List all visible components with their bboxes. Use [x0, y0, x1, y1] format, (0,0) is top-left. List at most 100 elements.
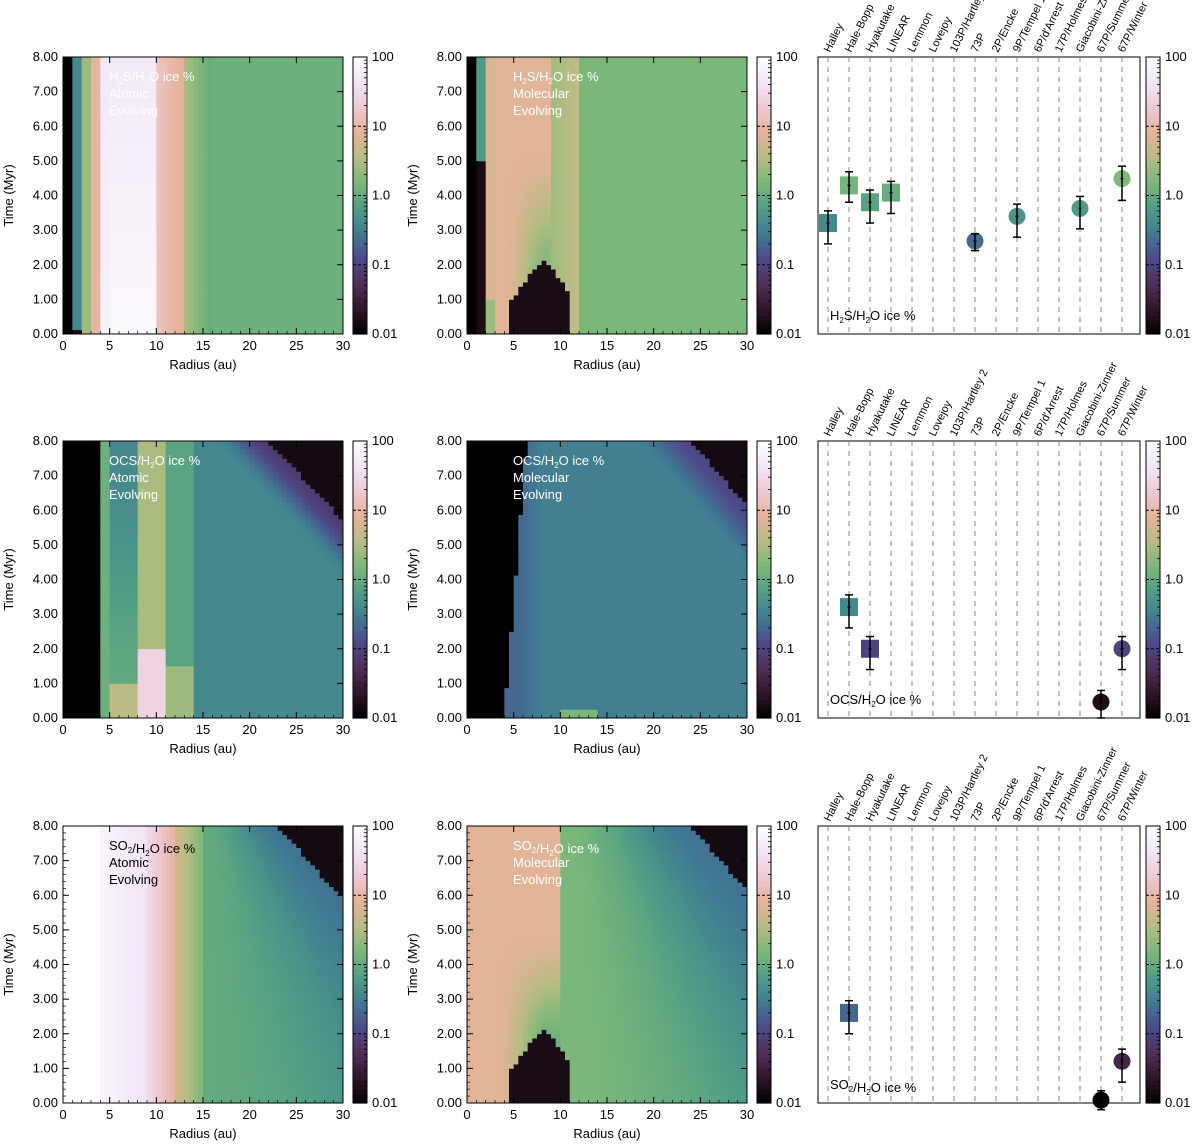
heatmap-cell	[226, 291, 231, 296]
heatmap-cell	[77, 304, 82, 309]
heatmap-cell	[245, 308, 250, 313]
heatmap-cell	[212, 230, 217, 235]
heatmap-cell	[128, 304, 133, 309]
heatmap-cell	[226, 299, 231, 304]
heatmap-cell	[320, 291, 325, 296]
heatmap-cell	[296, 286, 301, 291]
heatmap-cell	[287, 299, 292, 304]
heatmap-cell	[208, 256, 213, 261]
heatmap-cell	[226, 239, 231, 244]
heatmap-cell	[222, 308, 227, 313]
heatmap-cell	[63, 221, 68, 226]
heatmap-cell	[128, 247, 133, 252]
heatmap-cell	[259, 256, 264, 261]
heatmap-cell	[264, 247, 269, 252]
heatmap-cell	[194, 226, 199, 231]
heatmap-cell	[142, 221, 147, 226]
heatmap-cell	[161, 260, 166, 265]
heatmap-cell	[128, 256, 133, 261]
heatmap-cell	[86, 312, 91, 317]
heatmap-cell	[161, 226, 166, 231]
heatmap-cell	[189, 265, 194, 270]
heatmap-cell	[100, 321, 105, 326]
heatmap-cell	[245, 269, 250, 274]
heatmap-cell	[105, 308, 110, 313]
heatmap-cell	[226, 304, 231, 309]
heatmap-cell	[324, 278, 329, 283]
heatmap-cell	[142, 321, 147, 326]
heatmap-cell	[96, 226, 101, 231]
heatmap-cell	[77, 265, 82, 270]
heatmap-cell	[264, 317, 269, 322]
heatmap-cell	[184, 269, 189, 274]
heatmap-cell	[180, 282, 185, 287]
heatmap-cell	[296, 260, 301, 265]
heatmap-cell	[170, 321, 175, 326]
heatmap-cell	[259, 317, 264, 322]
heatmap-cell	[72, 226, 77, 231]
heatmap-cell	[110, 282, 115, 287]
heatmap-cell	[184, 260, 189, 265]
heatmap-cell	[198, 317, 203, 322]
heatmap-cell	[166, 282, 171, 287]
heatmap-cell	[77, 243, 82, 248]
heatmap-cell	[222, 312, 227, 317]
heatmap-cell	[264, 256, 269, 261]
heatmap-cell	[240, 325, 245, 330]
heatmap-cell	[114, 291, 119, 296]
heatmap-cell	[273, 239, 278, 244]
heatmap-cell	[240, 273, 245, 278]
heatmap-cell	[259, 252, 264, 257]
heatmap-cell	[217, 291, 222, 296]
heatmap-cell	[217, 243, 222, 248]
heatmap-cell	[105, 286, 110, 291]
heatmap-cell	[133, 304, 138, 309]
heatmap-cell	[203, 234, 208, 239]
heatmap-cell	[268, 312, 273, 317]
heatmap-cell	[96, 308, 101, 313]
heatmap-cell	[203, 321, 208, 326]
heatmap-cell	[138, 304, 143, 309]
heatmap-cell	[119, 221, 124, 226]
heatmap-cell	[264, 269, 269, 274]
heatmap-cell	[231, 312, 236, 317]
heatmap-cell	[170, 273, 175, 278]
heatmap-cell	[91, 304, 96, 309]
heatmap-cell	[296, 321, 301, 326]
heatmap-cell	[180, 321, 185, 326]
heatmap-cell	[119, 256, 124, 261]
heatmap-cell	[264, 325, 269, 330]
heatmap-cell	[105, 230, 110, 235]
heatmap-cell	[240, 230, 245, 235]
heatmap-cell	[287, 312, 292, 317]
heatmap-cell	[320, 317, 325, 322]
heatmap-cell	[310, 269, 315, 274]
heatmap-cell	[63, 317, 68, 322]
heatmap-cell	[296, 299, 301, 304]
heatmap-cell	[166, 299, 171, 304]
heatmap-cell	[156, 308, 161, 313]
heatmap-cell	[77, 260, 82, 265]
heatmap-cell	[147, 282, 152, 287]
heatmap-cell	[236, 278, 241, 283]
heatmap-cell	[166, 256, 171, 261]
heatmap-cell	[96, 321, 101, 326]
heatmap-cell	[156, 321, 161, 326]
heatmap-cell	[189, 273, 194, 278]
heatmap-cell	[226, 325, 231, 330]
heatmap-cell	[301, 243, 306, 248]
heatmap-cell	[86, 243, 91, 248]
heatmap-cell	[282, 308, 287, 313]
heatmap-cell	[287, 317, 292, 322]
heatmap-cell	[250, 299, 255, 304]
heatmap-cell	[175, 278, 180, 283]
heatmap-cell	[166, 321, 171, 326]
heatmap-cell	[194, 221, 199, 226]
heatmap-cell	[254, 325, 259, 330]
heatmap-cell	[203, 325, 208, 330]
heatmap-cell	[189, 282, 194, 287]
heatmap-cell	[301, 234, 306, 239]
heatmap-cell	[329, 325, 334, 330]
heatmap-cell	[180, 230, 185, 235]
heatmap-cell	[334, 312, 339, 317]
